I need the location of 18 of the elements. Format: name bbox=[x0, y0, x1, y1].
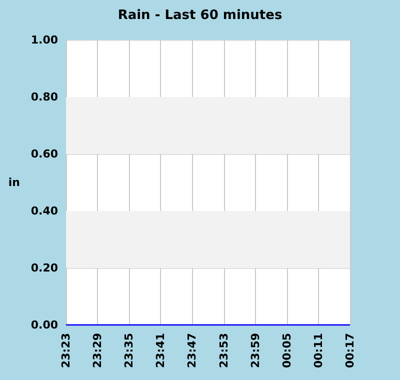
x-tick-label: 23:23 bbox=[60, 333, 72, 368]
y-tick-label: 0.20 bbox=[30, 262, 58, 274]
x-tick-label: 23:53 bbox=[217, 333, 230, 368]
y-tick-label: 0.80 bbox=[30, 90, 58, 104]
x-tick-label: 23:47 bbox=[186, 333, 199, 368]
y-tick-label: 0.00 bbox=[30, 318, 58, 332]
x-tick-label: 23:35 bbox=[122, 333, 136, 368]
x-tick-label: 00:17 bbox=[344, 333, 356, 368]
x-tick-label: 23:41 bbox=[154, 333, 168, 368]
x-tick-label: 00:05 bbox=[280, 333, 294, 368]
x-tick-label: 23:59 bbox=[248, 333, 262, 368]
y-axis-title: in bbox=[8, 176, 20, 189]
y-tick-label: 0.60 bbox=[30, 148, 58, 160]
x-tick-label: 00:11 bbox=[312, 333, 325, 368]
y-tick-label: 1.00 bbox=[30, 34, 58, 46]
y-tick-label: 0.40 bbox=[30, 204, 58, 218]
x-tick-label: 23:29 bbox=[91, 333, 104, 368]
chart-title: Rain - Last 60 minutes bbox=[118, 8, 282, 23]
